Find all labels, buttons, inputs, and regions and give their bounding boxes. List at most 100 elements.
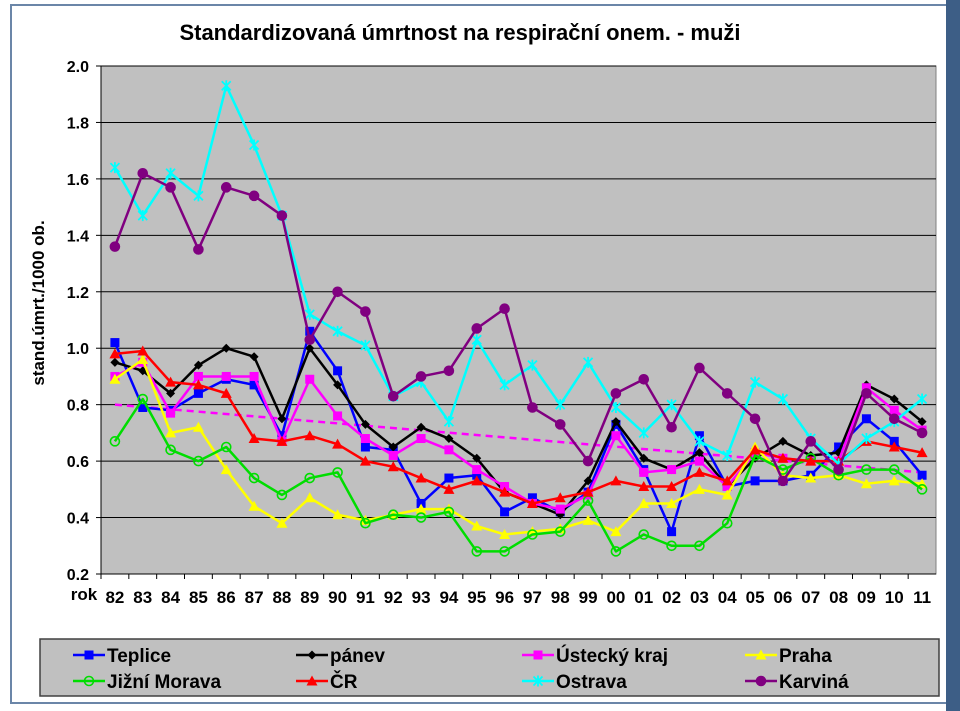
data-point (472, 470, 482, 480)
data-point (526, 497, 538, 508)
y-axis-ticks: 0.2 0.4 0.6 0.8 1.0 1.2 1.4 1.6 1.8 2.0 (67, 59, 102, 584)
data-point (165, 427, 177, 438)
x-tick-label: 90 (328, 588, 347, 607)
trendline (114, 403, 923, 474)
data-point (583, 476, 593, 486)
x-tick-label: 03 (690, 588, 709, 607)
data-point (304, 308, 315, 320)
x-tick-label: 92 (384, 588, 403, 607)
data-point (611, 417, 621, 427)
data-point (666, 481, 678, 492)
data-point (276, 489, 288, 501)
data-point (917, 417, 927, 427)
data-point (694, 540, 705, 552)
data-point (305, 343, 315, 353)
data-point (249, 352, 259, 362)
data-point (304, 492, 316, 503)
data-point (916, 393, 928, 405)
legend-label: Praha (779, 646, 832, 667)
x-tick-label: 89 (300, 588, 319, 607)
data-point (387, 461, 399, 472)
series-line (114, 349, 923, 505)
legend-entry: Ústecký kraj (522, 645, 668, 667)
data-point (499, 528, 511, 539)
data-point (805, 436, 817, 447)
data-point (360, 419, 370, 429)
data-point (916, 427, 928, 439)
data-point (721, 388, 733, 399)
data-point (582, 486, 594, 497)
data-point (888, 464, 900, 475)
data-point (777, 475, 789, 487)
data-point (527, 493, 537, 503)
data-point (416, 434, 426, 444)
data-point (277, 414, 287, 424)
data-point (472, 453, 482, 463)
data-point (193, 360, 203, 370)
data-point (722, 482, 732, 492)
data-point (888, 441, 900, 452)
x-tick-label: 86 (217, 588, 236, 607)
data-point (610, 401, 622, 413)
data-point (137, 210, 148, 222)
x-tick-label: 10 (885, 588, 904, 607)
data-point (165, 376, 177, 387)
data-point (137, 167, 149, 179)
data-point (582, 455, 594, 467)
data-point (138, 402, 148, 412)
legend-entry: Teplice (73, 646, 171, 667)
legend-entry: pánev (296, 646, 385, 667)
data-point (443, 416, 455, 428)
data-point (415, 503, 427, 514)
data-point (471, 546, 483, 557)
data-point (693, 483, 705, 494)
y-tick-label: 0.8 (67, 398, 89, 415)
data-point (639, 453, 649, 463)
data-point (916, 484, 928, 495)
data-point (137, 393, 149, 405)
legend-label: Jižní Morava (107, 672, 221, 693)
data-point (221, 343, 231, 353)
data-point (360, 306, 371, 317)
data-point (471, 323, 483, 334)
x-tick-label: 87 (245, 588, 264, 607)
x-tick-label: 88 (272, 588, 291, 607)
data-point (137, 345, 149, 356)
legend-label: Karviná (779, 672, 849, 693)
data-point (193, 190, 204, 202)
x-tick-label: 97 (523, 588, 542, 607)
data-point (749, 413, 761, 425)
data-point (471, 475, 483, 486)
legend-swatch-marker (307, 650, 317, 660)
data-point (333, 366, 343, 376)
data-point (220, 464, 232, 475)
data-point (109, 348, 121, 359)
legend-swatch-marker (83, 675, 95, 687)
data-point (276, 210, 288, 221)
data-point (220, 182, 232, 193)
y-tick-label: 0.6 (67, 454, 89, 471)
data-point (861, 414, 871, 424)
data-point (499, 546, 510, 557)
data-point (137, 354, 149, 365)
x-tick-label: 00 (606, 588, 625, 607)
series-ostrava (109, 80, 928, 470)
data-point (443, 506, 455, 518)
data-point (582, 356, 594, 368)
x-tick-label: 09 (857, 588, 876, 607)
data-point (861, 433, 872, 445)
data-point (192, 379, 204, 390)
data-point (332, 286, 343, 298)
data-point (248, 190, 260, 202)
data-point (889, 394, 899, 404)
series--r (109, 345, 928, 508)
data-point (443, 503, 455, 514)
data-point (694, 431, 704, 441)
x-tick-label: 01 (634, 588, 653, 607)
data-point (499, 486, 511, 497)
data-point (610, 475, 622, 486)
x-tick-label: 04 (718, 588, 737, 607)
legend-swatch-marker (755, 675, 767, 687)
data-point (359, 455, 371, 466)
